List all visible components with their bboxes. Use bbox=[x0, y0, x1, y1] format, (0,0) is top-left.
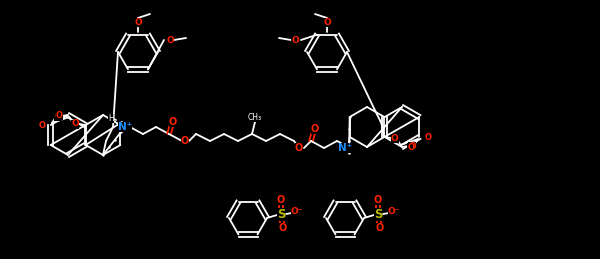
Text: O: O bbox=[408, 141, 416, 150]
Text: O: O bbox=[54, 112, 62, 120]
Text: O: O bbox=[134, 18, 142, 26]
Text: N⁺: N⁺ bbox=[118, 122, 132, 132]
Text: S: S bbox=[277, 207, 285, 220]
Text: N⁺: N⁺ bbox=[338, 143, 352, 153]
Text: O: O bbox=[376, 223, 384, 233]
Text: O: O bbox=[311, 124, 319, 134]
Text: O: O bbox=[277, 195, 285, 205]
Text: CH₃: CH₃ bbox=[248, 112, 262, 121]
Text: S: S bbox=[374, 207, 382, 220]
Text: O: O bbox=[425, 133, 431, 141]
Text: O⁻: O⁻ bbox=[388, 207, 400, 217]
Text: O⁻: O⁻ bbox=[291, 207, 303, 217]
Text: O: O bbox=[391, 133, 398, 142]
Text: O: O bbox=[291, 35, 299, 45]
Text: O: O bbox=[71, 119, 79, 128]
Text: O: O bbox=[295, 143, 303, 153]
Text: O: O bbox=[56, 111, 63, 119]
Text: O: O bbox=[166, 35, 174, 45]
Text: O: O bbox=[38, 120, 46, 130]
Text: O: O bbox=[323, 18, 331, 26]
Text: H: H bbox=[108, 113, 114, 123]
Text: O: O bbox=[279, 223, 287, 233]
Text: O: O bbox=[169, 117, 177, 127]
Text: O: O bbox=[374, 195, 382, 205]
Text: O: O bbox=[181, 136, 189, 146]
Text: O: O bbox=[407, 142, 414, 152]
